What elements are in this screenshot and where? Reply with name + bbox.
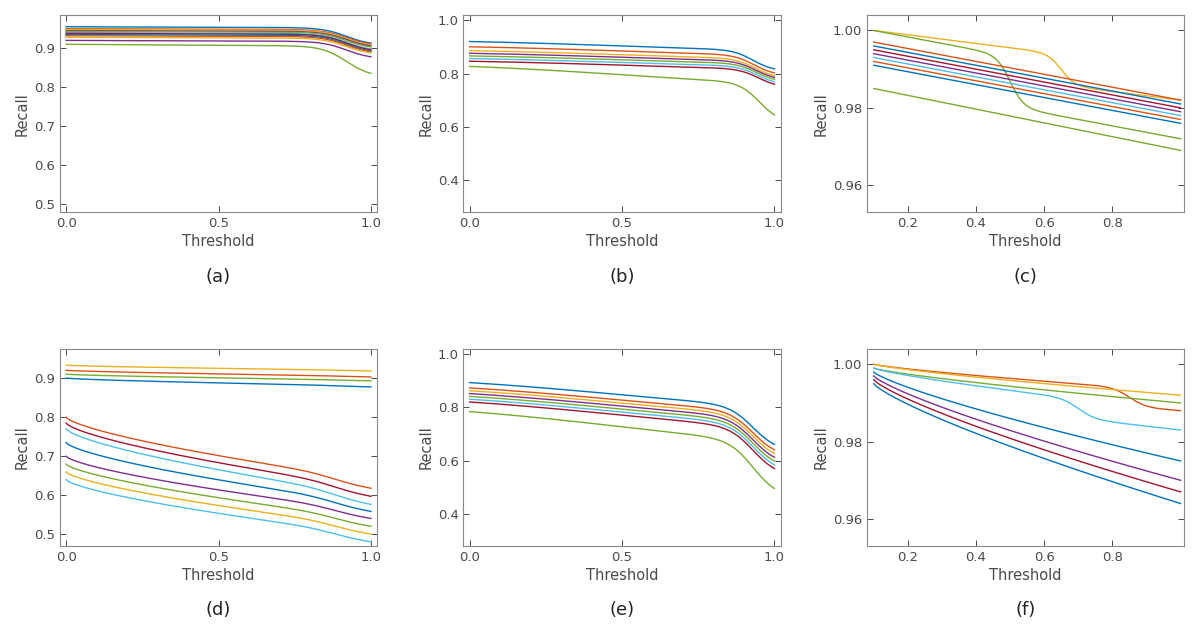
Text: (d): (d) <box>206 602 231 620</box>
Text: (f): (f) <box>1016 602 1036 620</box>
X-axis label: Threshold: Threshold <box>586 568 658 583</box>
Y-axis label: Recall: Recall <box>814 92 829 135</box>
Text: (a): (a) <box>206 268 231 286</box>
X-axis label: Threshold: Threshold <box>989 568 1062 583</box>
X-axis label: Threshold: Threshold <box>989 234 1062 249</box>
Text: (e): (e) <box>609 602 634 620</box>
X-axis label: Threshold: Threshold <box>182 568 255 583</box>
Y-axis label: Recall: Recall <box>418 426 434 469</box>
Text: (b): (b) <box>609 268 634 286</box>
Y-axis label: Recall: Recall <box>814 426 829 469</box>
Y-axis label: Recall: Recall <box>16 92 30 135</box>
Text: (c): (c) <box>1013 268 1037 286</box>
Y-axis label: Recall: Recall <box>16 426 30 469</box>
X-axis label: Threshold: Threshold <box>182 234 255 249</box>
Y-axis label: Recall: Recall <box>418 92 434 135</box>
X-axis label: Threshold: Threshold <box>586 234 658 249</box>
